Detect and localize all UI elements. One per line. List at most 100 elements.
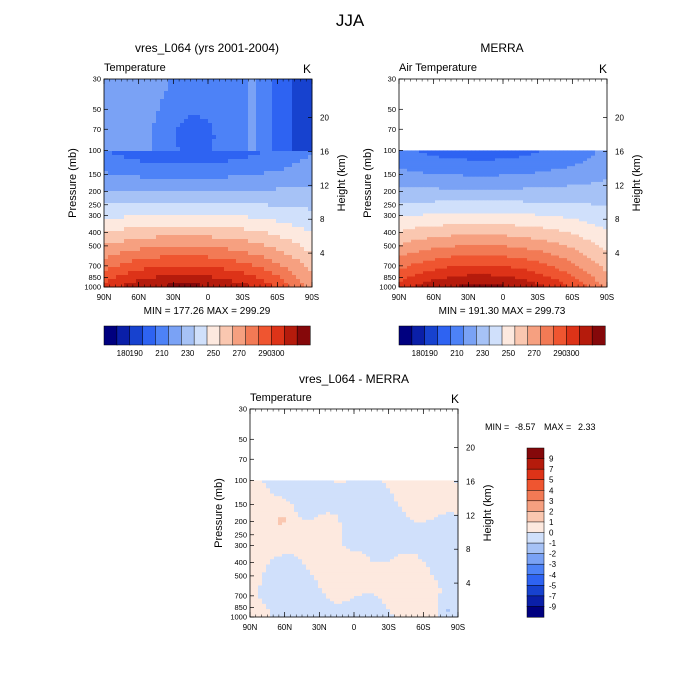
contour-cell (559, 192, 564, 196)
contour-cell (447, 202, 452, 206)
contour-cell (116, 143, 121, 148)
contour-cell (276, 87, 281, 92)
contour-cell (144, 107, 149, 112)
contour-cell (467, 202, 472, 206)
contour-cell (475, 197, 480, 201)
contour-cell (140, 283, 145, 288)
contour-cell (224, 275, 229, 280)
contour-cell (264, 175, 269, 180)
contour-cell (567, 168, 572, 172)
contour-cell (435, 192, 440, 196)
contour-cell (280, 187, 285, 192)
contour-cell (471, 250, 476, 254)
panel-stats: MIN = 177.26 MAX = 299.29 (144, 306, 271, 317)
contour-cell (523, 189, 528, 193)
contour-cell (232, 199, 237, 204)
contour-cell (443, 239, 448, 243)
contour-cell (435, 218, 440, 222)
contour-cell (116, 155, 121, 160)
contour-cell (447, 187, 452, 191)
contour-cell (511, 184, 516, 188)
contour-cell (407, 208, 412, 212)
contour-cell (423, 239, 428, 243)
contour-cell (176, 119, 181, 124)
contour-cell (248, 195, 253, 200)
contour-cell (264, 183, 269, 188)
contour-cell (164, 275, 169, 280)
contour-cell (519, 202, 524, 206)
contour-cell (579, 181, 584, 185)
contour-cell (531, 189, 536, 193)
contour-cell (200, 207, 205, 212)
contour-cell (264, 115, 269, 120)
contour-cell (583, 208, 588, 212)
contour-cell (124, 275, 129, 280)
contour-cell (559, 234, 564, 238)
contour-cell (563, 242, 568, 246)
contour-cell (108, 223, 113, 228)
contour-cell (104, 139, 109, 144)
contour-cell (136, 171, 141, 176)
contour-cell (284, 235, 289, 240)
contour-cell (252, 155, 257, 160)
contour-cell (531, 179, 536, 183)
contour-cell (595, 168, 600, 172)
contour-cell (244, 151, 249, 156)
contour-cell (467, 176, 472, 180)
contour-cell (491, 153, 496, 157)
contour-cell (555, 168, 560, 172)
contour-cell (228, 231, 233, 236)
contour-cell (431, 171, 436, 175)
contour-cell (212, 235, 217, 240)
contour-cell (140, 139, 145, 144)
contour-cell (172, 243, 177, 248)
contour-cell (180, 239, 185, 244)
contour-cell (431, 187, 436, 191)
contour-cell (272, 103, 277, 108)
contour-cell (116, 219, 121, 224)
contour-cell (567, 202, 572, 206)
contour-cell (140, 179, 145, 184)
contour-cell (112, 99, 117, 104)
contour-cell (519, 163, 524, 167)
contour-cell (140, 99, 145, 104)
contour-cell (148, 275, 153, 280)
contour-cell (479, 195, 484, 199)
contour-cell (471, 187, 476, 191)
contour-cell (152, 191, 157, 196)
contour-cell (256, 195, 261, 200)
contour-cell (124, 243, 129, 248)
contour-cell (204, 219, 209, 224)
contour-cell (563, 187, 568, 191)
contour-cell (507, 208, 512, 212)
contour-cell (192, 111, 197, 116)
contour-cell (204, 135, 209, 140)
contour-cell (583, 239, 588, 243)
contour-cell (451, 210, 456, 214)
contour-cell (264, 219, 269, 224)
contour-cell (160, 135, 165, 140)
contour-cell (599, 176, 604, 180)
contour-cell (583, 195, 588, 199)
contour-cell (567, 150, 572, 154)
contour-cell (144, 283, 149, 288)
contour-cell (276, 155, 281, 160)
contour-cell (559, 229, 564, 233)
contour-cell (244, 159, 249, 164)
contour-cell (108, 267, 113, 272)
contour-cell (248, 95, 253, 100)
contour-cell (136, 227, 141, 232)
contour-cell (180, 139, 185, 144)
contour-cell (240, 155, 245, 160)
contour-cell (216, 83, 221, 88)
contour-cell (579, 197, 584, 201)
contour-cell (527, 150, 532, 154)
contour-cell (224, 123, 229, 128)
contour-cell (260, 275, 265, 280)
contour-cell (551, 184, 556, 188)
contour-cell (192, 163, 197, 168)
contour-cell (208, 159, 213, 164)
contour-cell (491, 174, 496, 178)
contour-cell (559, 218, 564, 222)
contour-cell (575, 181, 580, 185)
